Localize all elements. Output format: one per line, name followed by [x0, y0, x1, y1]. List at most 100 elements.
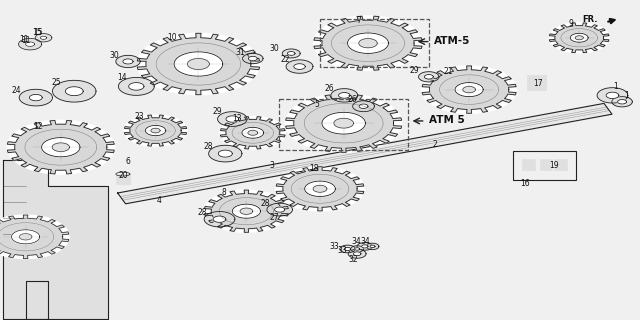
Text: 30: 30 [269, 44, 279, 53]
Text: 34: 34 [360, 237, 370, 246]
Polygon shape [118, 77, 154, 95]
Polygon shape [29, 94, 42, 101]
Polygon shape [188, 59, 209, 69]
Polygon shape [285, 94, 402, 152]
Text: 28: 28 [204, 142, 213, 151]
Polygon shape [137, 33, 260, 95]
Polygon shape [226, 116, 239, 122]
Polygon shape [357, 243, 372, 250]
Polygon shape [145, 125, 166, 136]
Text: 18: 18 [309, 164, 318, 173]
Bar [116, 174, 130, 184]
Polygon shape [65, 87, 83, 96]
Polygon shape [362, 245, 368, 248]
Polygon shape [218, 112, 247, 126]
Bar [540, 159, 552, 170]
Text: 8: 8 [221, 188, 227, 197]
Polygon shape [19, 38, 42, 50]
Polygon shape [359, 104, 368, 108]
Text: 15: 15 [32, 28, 42, 37]
Polygon shape [116, 55, 140, 68]
Polygon shape [359, 39, 377, 48]
Polygon shape [340, 245, 355, 253]
Text: 16: 16 [520, 179, 530, 188]
Polygon shape [124, 115, 187, 146]
Polygon shape [12, 230, 40, 244]
Polygon shape [314, 16, 422, 70]
Polygon shape [129, 83, 144, 90]
Bar [513, 151, 576, 180]
Polygon shape [422, 66, 516, 113]
Polygon shape [248, 130, 258, 135]
Text: 22: 22 [280, 55, 289, 64]
Text: 34: 34 [351, 237, 361, 246]
Text: 14: 14 [116, 73, 127, 82]
Bar [554, 159, 567, 170]
Text: 28: 28 [198, 208, 207, 217]
Polygon shape [7, 120, 115, 174]
Polygon shape [344, 247, 351, 251]
Text: 2: 2 [433, 140, 438, 149]
Text: 33: 33 [337, 246, 348, 255]
Text: 11: 11 [21, 36, 30, 45]
Text: ATM 5: ATM 5 [429, 115, 465, 125]
Polygon shape [151, 128, 160, 133]
Text: 29: 29 [409, 66, 419, 75]
Text: 29: 29 [212, 108, 222, 116]
Text: 12: 12 [34, 122, 43, 131]
Polygon shape [575, 36, 583, 40]
Polygon shape [606, 92, 619, 99]
Text: 21: 21 [444, 67, 452, 76]
Polygon shape [287, 52, 295, 55]
Text: 9: 9 [568, 20, 573, 28]
Text: 32: 32 [348, 255, 358, 264]
Polygon shape [353, 101, 374, 112]
Text: 6: 6 [125, 157, 131, 166]
Polygon shape [35, 34, 52, 42]
Polygon shape [334, 118, 353, 128]
Polygon shape [52, 143, 69, 151]
Polygon shape [243, 53, 263, 64]
Text: 28: 28 [260, 199, 269, 208]
Text: 23: 23 [134, 112, 145, 121]
Polygon shape [19, 234, 32, 240]
Text: 31: 31 [235, 48, 245, 57]
Text: 7: 7 [356, 16, 362, 25]
Polygon shape [124, 115, 187, 146]
Text: 26: 26 [324, 84, 334, 93]
Polygon shape [220, 116, 285, 149]
Polygon shape [275, 207, 285, 212]
Polygon shape [355, 248, 360, 250]
Text: 5: 5 [314, 100, 319, 109]
Polygon shape [294, 64, 305, 69]
Text: 1: 1 [624, 91, 629, 100]
Text: 3: 3 [269, 161, 275, 170]
Polygon shape [419, 72, 439, 82]
Polygon shape [313, 185, 327, 192]
Polygon shape [353, 252, 361, 256]
Polygon shape [305, 181, 335, 196]
Polygon shape [422, 66, 516, 113]
Text: 25: 25 [51, 78, 61, 87]
Text: 33: 33 [329, 242, 339, 251]
Polygon shape [339, 92, 350, 98]
Polygon shape [597, 88, 628, 103]
Polygon shape [276, 167, 364, 211]
Polygon shape [612, 97, 632, 107]
Text: 20: 20 [118, 171, 128, 180]
Polygon shape [570, 33, 588, 42]
Polygon shape [286, 60, 313, 73]
Polygon shape [3, 160, 108, 319]
Polygon shape [322, 112, 365, 134]
Polygon shape [549, 23, 609, 53]
Polygon shape [26, 42, 35, 46]
Text: 19: 19 [549, 161, 559, 170]
Polygon shape [40, 36, 47, 39]
Text: 13: 13 [232, 114, 242, 123]
Polygon shape [240, 208, 253, 214]
Polygon shape [331, 89, 358, 102]
Polygon shape [348, 33, 388, 53]
Text: 30: 30 [109, 51, 119, 60]
Polygon shape [174, 52, 223, 76]
Polygon shape [123, 59, 133, 64]
